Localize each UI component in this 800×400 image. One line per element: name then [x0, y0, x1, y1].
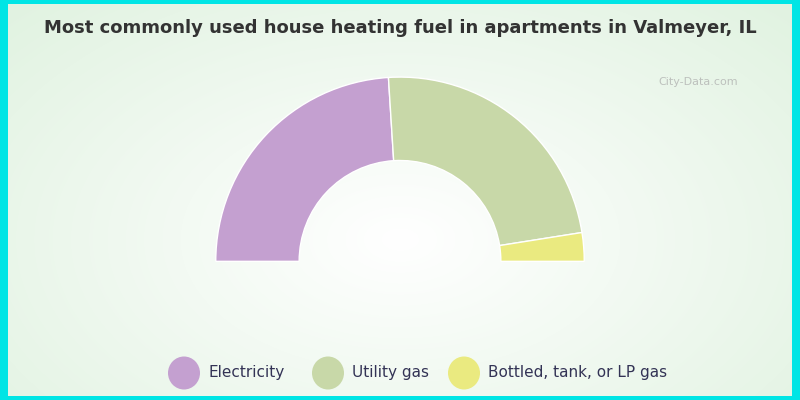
- Wedge shape: [216, 78, 394, 261]
- Wedge shape: [500, 232, 584, 261]
- Text: Most commonly used house heating fuel in apartments in Valmeyer, IL: Most commonly used house heating fuel in…: [44, 18, 756, 36]
- Text: City-Data.com: City-Data.com: [658, 77, 738, 87]
- Ellipse shape: [312, 356, 344, 390]
- Wedge shape: [389, 77, 582, 246]
- Text: Bottled, tank, or LP gas: Bottled, tank, or LP gas: [488, 366, 667, 380]
- Ellipse shape: [448, 356, 480, 390]
- Ellipse shape: [168, 356, 200, 390]
- Text: Electricity: Electricity: [208, 366, 284, 380]
- Text: Utility gas: Utility gas: [352, 366, 429, 380]
